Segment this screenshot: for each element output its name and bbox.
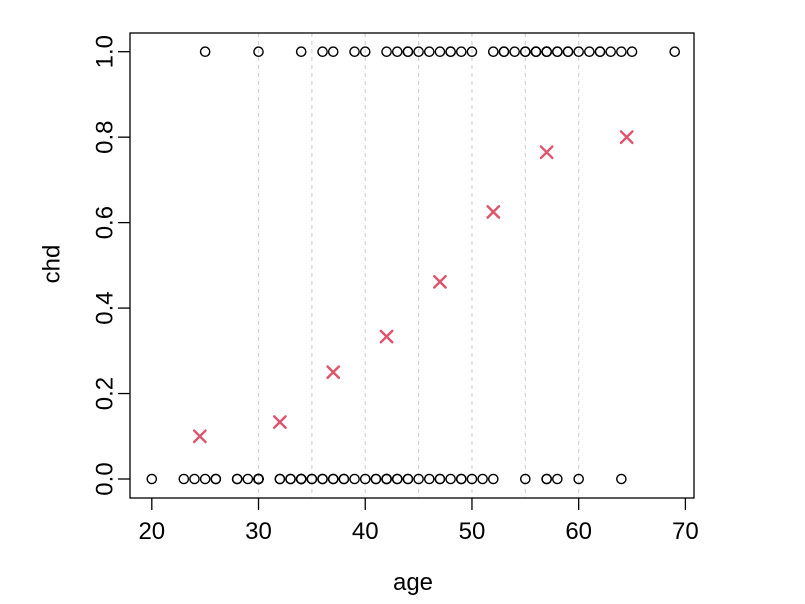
data-point-circle [359,473,371,485]
y-tick-label: 0.0 [92,462,119,495]
y-axis: 0.0 0.2 0.4 0.6 0.8 1.0 [92,35,130,496]
data-point-circle [242,473,254,485]
data-point-circle [541,46,552,58]
grid-layer [257,33,580,498]
data-point-circle [466,46,478,58]
y-tick-label: 0.2 [92,377,119,410]
data-point-circle [477,473,488,485]
y-tick-label: 0.4 [92,291,119,324]
data-point-circle [509,46,520,58]
y-tick-label: 0.6 [92,206,119,239]
data-point-circle [584,46,595,58]
data-point-circle [231,473,243,485]
data-point-circle [370,473,382,485]
x-tick-label: 20 [138,518,165,545]
data-point-circle [530,46,542,58]
data-point-circle [413,473,424,485]
data-point-circle [616,46,627,58]
data-point-circle [573,46,584,58]
data-point-circle [488,46,499,58]
group-proportion-x-mark [619,130,634,145]
group-proportion-x-mark [486,205,501,219]
data-point-circle [349,473,360,485]
data-point-circle [381,473,392,485]
data-point-circle [359,46,371,58]
group-proportion-x-mark [272,415,287,429]
data-point-circle [391,473,403,485]
group-proportion-x-mark [192,429,207,444]
data-point-circle [423,46,435,58]
data-point-circle [466,473,478,485]
y-axis-title: chd [39,245,66,284]
group-proportion-x-mark [539,145,554,160]
data-point-circle [199,46,211,58]
data-point-circle [455,473,467,485]
data-point-circle [616,473,627,485]
y-tick-label: 0.8 [92,120,119,153]
x-axis-title: age [393,569,433,596]
group-proportion-x-mark [379,329,394,344]
x-tick-label: 40 [352,518,379,545]
data-point-circle [317,473,328,485]
x-axis: 20 30 40 50 60 70 [138,498,699,545]
data-point-circle [605,46,616,58]
data-point-circle [178,473,190,485]
data-point-circle [349,46,360,58]
data-point-circle [381,46,392,58]
y-tick-label: 1.0 [92,35,119,68]
data-point-circle [295,473,307,485]
data-point-circle [402,46,414,58]
data-point-circle [445,473,456,485]
data-point-circle [199,473,211,485]
x-tick-label: 70 [672,518,699,545]
data-point-circle [285,473,296,485]
data-point-circle [295,46,307,58]
data-point-circle [520,473,531,485]
data-point-circle [445,46,456,58]
data-point-circle [253,46,264,58]
data-point-circle [423,473,435,485]
group-proportion-x-mark [433,274,447,289]
data-point-circle [306,473,318,485]
data-point-circle [317,46,328,58]
x-tick-label: 60 [565,518,592,545]
data-point-circle [434,46,446,58]
data-point-circle [253,473,264,485]
plot-box [129,32,695,499]
data-point-circle [327,473,339,485]
data-point-circle [327,46,339,58]
observation-points-layer [146,46,681,485]
data-point-circle [626,46,638,58]
data-point-circle [338,473,350,485]
data-point-circle [669,46,681,58]
data-point-circle [434,473,446,485]
data-point-circle [455,46,467,58]
data-point-circle [498,46,510,58]
data-point-circle [541,473,552,485]
group-proportion-x-mark [326,365,341,380]
data-point-circle [562,46,574,58]
group-proportion-points-layer [192,130,634,444]
data-point-circle [402,473,414,485]
data-point-circle [594,46,606,58]
data-point-circle [391,46,403,58]
data-point-circle [413,46,424,58]
x-tick-label: 30 [245,518,272,545]
data-point-circle [488,473,499,485]
data-point-circle [552,46,563,58]
data-point-circle [189,473,200,485]
x-tick-label: 50 [459,518,486,545]
data-point-circle [520,46,531,58]
data-point-circle [210,473,222,485]
data-point-circle [146,473,158,485]
data-point-circle [552,473,563,485]
data-point-circle [573,473,584,485]
data-point-circle [274,473,286,485]
